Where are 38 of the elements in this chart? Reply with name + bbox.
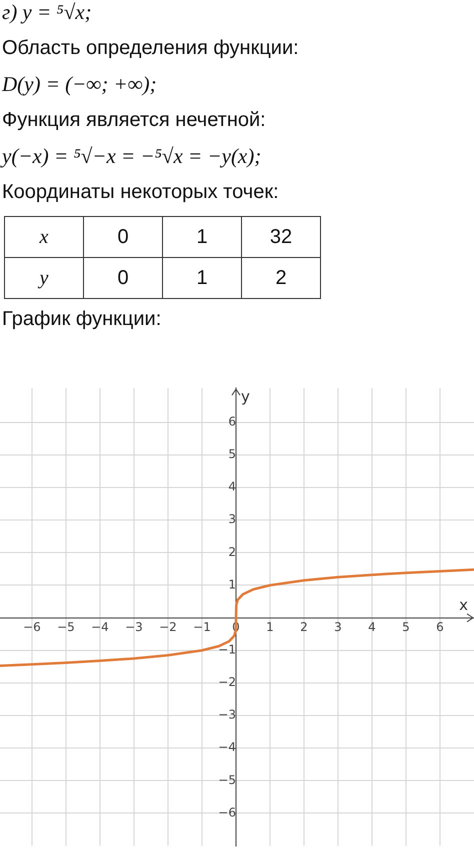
x-tick-label: 5 xyxy=(402,620,410,634)
y-tick-label: −5 xyxy=(218,772,236,787)
x-tick-label: −1 xyxy=(193,620,211,634)
x-tick-label: −6 xyxy=(23,620,41,634)
y-tick-label: −6 xyxy=(218,805,236,820)
text: 0 xyxy=(84,258,162,298)
x-tick-label: −3 xyxy=(125,620,143,634)
y-tick-label: 5 xyxy=(228,447,236,462)
x-tick-label: 4 xyxy=(368,620,376,634)
x-tick-label: 2 xyxy=(300,620,308,634)
text: Функция является нечетной: xyxy=(2,108,267,132)
y-tick-label: 2 xyxy=(228,544,236,559)
chart-title: г) y = ⁵√x; xyxy=(2,0,93,24)
x-tick-label: −5 xyxy=(57,620,75,634)
x-tick-label: −4 xyxy=(91,620,109,634)
text: Координаты некоторых точек: xyxy=(2,180,280,204)
text: y xyxy=(4,258,84,298)
y-tick-label: −2 xyxy=(218,675,236,690)
y-tick-label: −4 xyxy=(218,740,236,754)
text: Область определения функции: xyxy=(2,36,300,60)
y-tick-label: 4 xyxy=(228,480,236,494)
x-tick-label: 3 xyxy=(334,620,342,634)
text: 32 xyxy=(242,216,320,258)
y-tick-label: 3 xyxy=(228,512,236,526)
x-tick-label: 1 xyxy=(266,620,274,634)
text: D(y) = (−∞; +∞); xyxy=(2,72,158,96)
text: График функции: xyxy=(2,307,162,331)
text: x xyxy=(4,216,84,258)
y-tick-label: −1 xyxy=(218,642,236,657)
y-tick-label: 6 xyxy=(228,414,236,429)
x-tick-label: −2 xyxy=(159,620,177,634)
x-tick-label: 6 xyxy=(436,620,444,634)
text: 0 xyxy=(84,216,162,258)
y-tick-label: 1 xyxy=(228,577,236,592)
x-axis-title: x xyxy=(459,596,468,614)
y-axis-title: y xyxy=(240,388,250,406)
y-tick-label: −3 xyxy=(218,708,236,722)
text: y(−x) = ⁵√−x = −⁵√x = −y(x); xyxy=(2,144,262,168)
